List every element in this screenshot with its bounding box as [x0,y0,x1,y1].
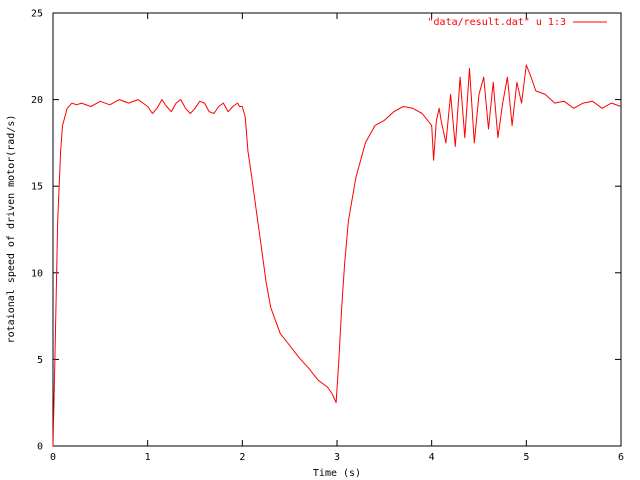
x-tick-label: 2 [239,452,245,463]
y-tick-label: 25 [31,9,43,20]
series-line [52,64,622,447]
y-axis: 0 5 10 15 20 25 [31,9,621,453]
x-tick-label: 3 [334,452,340,463]
x-axis: 0 1 2 3 4 5 6 [50,13,624,463]
y-tick-label: 10 [31,268,43,279]
y-tick-label: 20 [31,95,43,106]
y-tick-label: 15 [31,182,43,193]
x-tick-label: 0 [50,452,56,463]
y-tick-label: 0 [37,442,43,453]
x-axis-label: Time (s) [313,468,361,479]
x-tick-label: 4 [429,452,435,463]
x-tick-label: 1 [145,452,151,463]
y-axis-label: rotaional speed of driven motor(rad/s) [6,115,17,344]
legend-label: "data/result.dat" u 1:3 [428,17,566,28]
x-tick-label: 5 [523,452,529,463]
x-tick-label: 6 [618,452,624,463]
y-tick-label: 5 [37,355,43,366]
